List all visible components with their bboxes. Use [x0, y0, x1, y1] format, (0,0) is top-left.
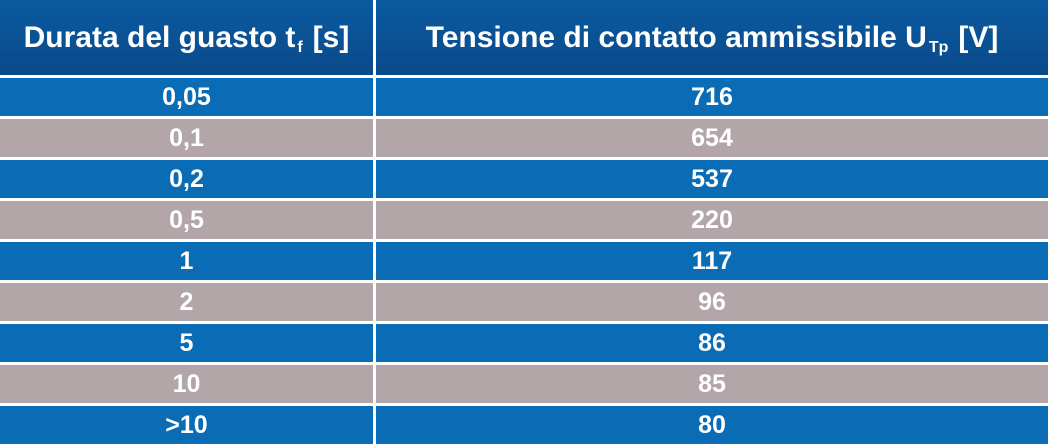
header-subscript: Tp [928, 38, 949, 56]
table-cell: 220 [376, 201, 1048, 239]
header-text: Tensione di contatto ammissibile U [425, 20, 927, 54]
table-cell: 716 [376, 78, 1048, 116]
table-cell: 117 [376, 242, 1048, 280]
header-text: Durata del guasto t [23, 20, 296, 54]
table-cell: 5 [0, 324, 373, 362]
table-cell: 0,1 [0, 119, 373, 157]
header-unit: [V] [958, 20, 999, 54]
table-cell: 654 [376, 119, 1048, 157]
table-cell: >10 [0, 406, 373, 444]
table-cell: 86 [376, 324, 1048, 362]
table-cell: 0,2 [0, 160, 373, 198]
table-cell: 80 [376, 406, 1048, 444]
header-unit: [s] [312, 20, 350, 54]
table-cell: 537 [376, 160, 1048, 198]
table-cell: 0,5 [0, 201, 373, 239]
table-cell: 0,05 [0, 78, 373, 116]
header-cell: Tensione di contatto ammissibile U Tp [V] [376, 0, 1048, 75]
header-subscript: f [297, 38, 303, 56]
table-cell: 96 [376, 283, 1048, 321]
table-cell: 85 [376, 365, 1048, 403]
header-cell: Durata del guasto t f [s] [0, 0, 373, 75]
table-cell: 10 [0, 365, 373, 403]
table-cell: 1 [0, 242, 373, 280]
table-cell: 2 [0, 283, 373, 321]
